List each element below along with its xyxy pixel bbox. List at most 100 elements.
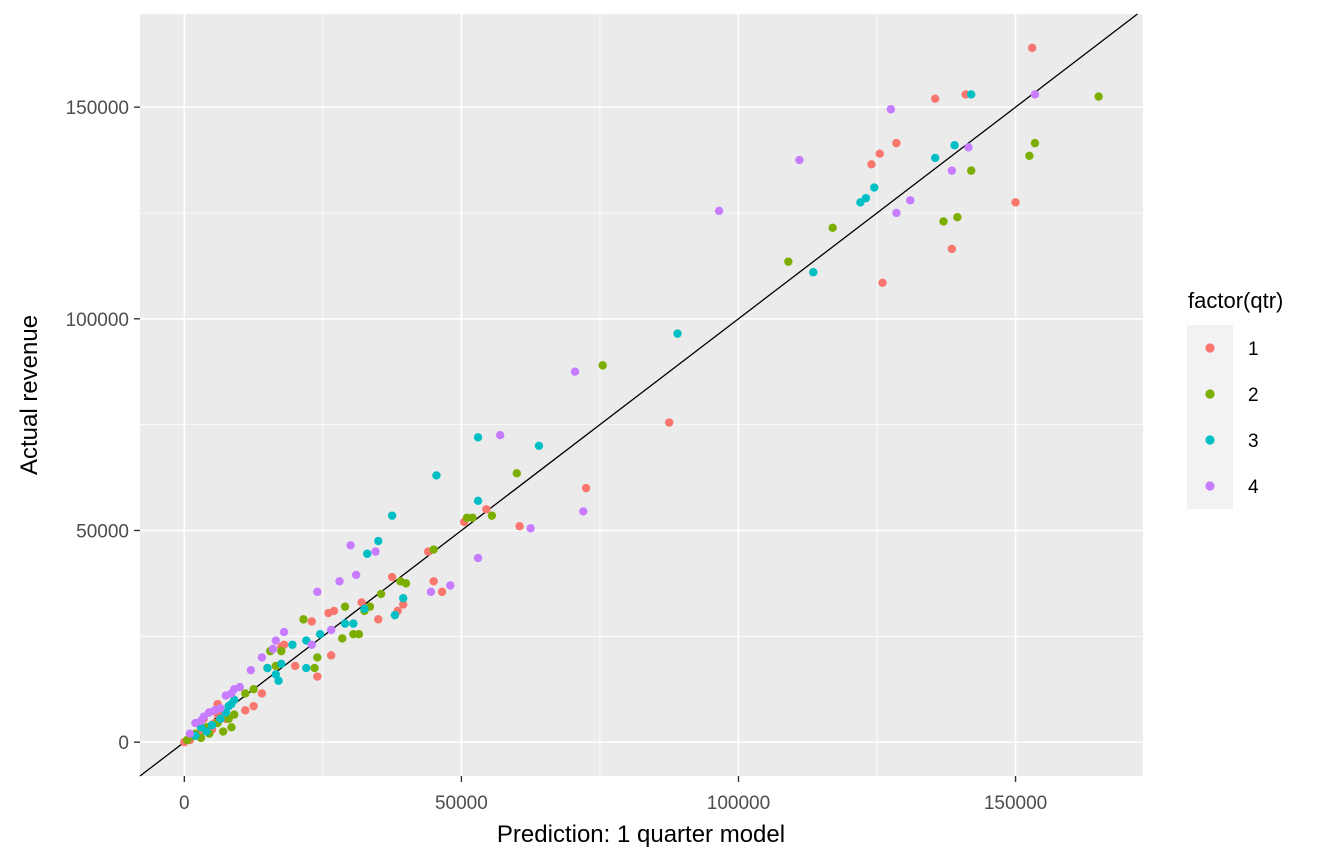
data-point-qtr-1: [257, 689, 267, 698]
data-point-qtr-4: [473, 553, 483, 563]
data-point-qtr-4: [351, 570, 361, 580]
data-point-qtr-2: [487, 511, 497, 520]
data-point-qtr-4: [335, 577, 344, 586]
data-point-qtr-3: [360, 604, 369, 613]
data-point-qtr-2: [249, 685, 258, 694]
data-point-qtr-2: [1030, 138, 1040, 148]
data-point-qtr-1: [399, 600, 408, 609]
data-point-qtr-1: [930, 94, 940, 103]
data-point-qtr-3: [390, 610, 400, 620]
data-point-qtr-3: [315, 629, 325, 639]
data-point-qtr-1: [947, 244, 957, 254]
data-point-qtr-3: [967, 90, 976, 99]
data-point-qtr-2: [967, 166, 976, 175]
data-point-qtr-2: [828, 223, 837, 232]
data-point-qtr-1: [387, 572, 397, 582]
data-point-qtr-3: [473, 496, 483, 506]
y-axis-title: Actual revenue: [16, 315, 43, 475]
data-point-qtr-2: [277, 646, 286, 656]
data-point-qtr-4: [271, 636, 280, 645]
data-point-qtr-1: [290, 661, 300, 671]
data-point-qtr-4: [947, 166, 957, 175]
data-point-qtr-3: [856, 198, 865, 207]
data-point-qtr-3: [216, 714, 225, 724]
data-point-qtr-2: [784, 257, 793, 266]
data-point-qtr-4: [1030, 90, 1040, 99]
data-point-qtr-1: [374, 615, 383, 624]
data-point-qtr-3: [870, 183, 879, 192]
data-point-qtr-1: [1027, 43, 1037, 53]
data-point-qtr-4: [326, 625, 336, 635]
legend-title: factor(qtr): [1188, 288, 1283, 313]
data-point-qtr-1: [313, 672, 322, 681]
data-point-qtr-2: [241, 689, 250, 698]
data-point-qtr-3: [274, 676, 283, 685]
legend-label-qtr-4: 4: [1248, 477, 1259, 498]
data-point-qtr-3: [534, 441, 544, 450]
data-point-qtr-4: [906, 196, 915, 205]
data-point-qtr-3: [673, 329, 682, 338]
data-point-qtr-1: [1011, 198, 1020, 207]
data-point-qtr-4: [346, 541, 355, 550]
data-point-qtr-4: [892, 208, 901, 218]
data-point-qtr-4: [495, 431, 505, 440]
y-tick-label: 50000: [76, 521, 129, 542]
data-point-qtr-1: [878, 278, 887, 288]
data-point-qtr-2: [1025, 151, 1034, 161]
data-point-qtr-1: [665, 418, 674, 427]
data-point-qtr-1: [326, 651, 336, 660]
data-point-qtr-3: [374, 536, 383, 546]
data-point-qtr-3: [930, 153, 940, 163]
minor-gridlines: [140, 14, 1143, 776]
reference-line-layer: [139, 13, 1138, 777]
data-point-qtr-2: [313, 653, 322, 662]
identity-reference-line: [139, 13, 1138, 777]
legend-key-background: [1187, 325, 1233, 509]
data-point-qtr-2: [396, 577, 405, 586]
x-tick-label: 150000: [984, 793, 1047, 814]
data-point-qtr-4: [185, 729, 195, 738]
data-point-qtr-4: [221, 691, 231, 700]
data-point-qtr-3: [263, 663, 272, 673]
data-point-qtr-3: [340, 619, 350, 628]
data-point-qtr-3: [349, 619, 358, 628]
x-tick-label: 0: [179, 793, 190, 814]
y-tick-label: 150000: [66, 98, 129, 119]
data-point-qtr-2: [299, 615, 308, 624]
data-point-qtr-1: [241, 706, 250, 715]
legend: factor(qtr) 1 2 3 4: [1187, 288, 1283, 509]
data-point-qtr-2: [340, 602, 350, 611]
data-point-qtr-4: [964, 143, 973, 152]
data-point-qtr-1: [429, 577, 438, 586]
data-point-qtr-4: [307, 640, 316, 649]
legend-label-qtr-3: 3: [1248, 431, 1259, 452]
data-point-qtr-4: [714, 206, 724, 216]
x-axis-title: Prediction: 1 quarter model: [497, 821, 785, 848]
x-tick-label: 50000: [435, 793, 488, 814]
data-point-qtr-1: [249, 701, 258, 711]
legend-key-qtr-2: [1205, 389, 1215, 399]
data-point-qtr-2: [429, 545, 438, 554]
data-point-qtr-3: [207, 721, 217, 730]
data-point-qtr-3: [362, 549, 372, 558]
data-point-qtr-4: [426, 587, 436, 597]
data-point-qtr-2: [227, 723, 236, 732]
data-point-qtr-2: [182, 735, 192, 745]
legend-label-qtr-2: 2: [1248, 385, 1259, 406]
data-point-qtr-4: [191, 718, 200, 728]
data-point-qtr-3: [302, 663, 311, 673]
data-point-qtr-3: [277, 659, 286, 669]
data-point-qtr-4: [795, 155, 804, 165]
data-point-qtr-1: [875, 149, 884, 158]
data-point-qtr-1: [515, 522, 524, 531]
data-point-qtr-2: [939, 217, 948, 226]
data-point-qtr-2: [512, 469, 522, 478]
data-point-qtr-2: [310, 663, 319, 673]
data-point-qtr-4: [257, 653, 267, 662]
data-point-qtr-4: [526, 524, 535, 533]
data-point-qtr-2: [953, 213, 962, 222]
data-point-qtr-1: [307, 617, 316, 626]
data-point-qtr-2: [462, 513, 472, 522]
data-point-qtr-3: [387, 511, 397, 520]
data-point-qtr-1: [357, 598, 366, 607]
